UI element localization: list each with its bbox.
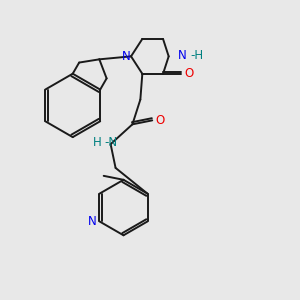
Text: O: O — [184, 67, 194, 80]
Text: -H: -H — [190, 49, 204, 62]
Text: -N: -N — [105, 136, 118, 149]
Text: N: N — [178, 49, 187, 62]
Text: O: O — [155, 114, 165, 127]
Text: N: N — [88, 215, 97, 228]
Text: H: H — [92, 136, 101, 149]
Text: N: N — [122, 50, 130, 63]
